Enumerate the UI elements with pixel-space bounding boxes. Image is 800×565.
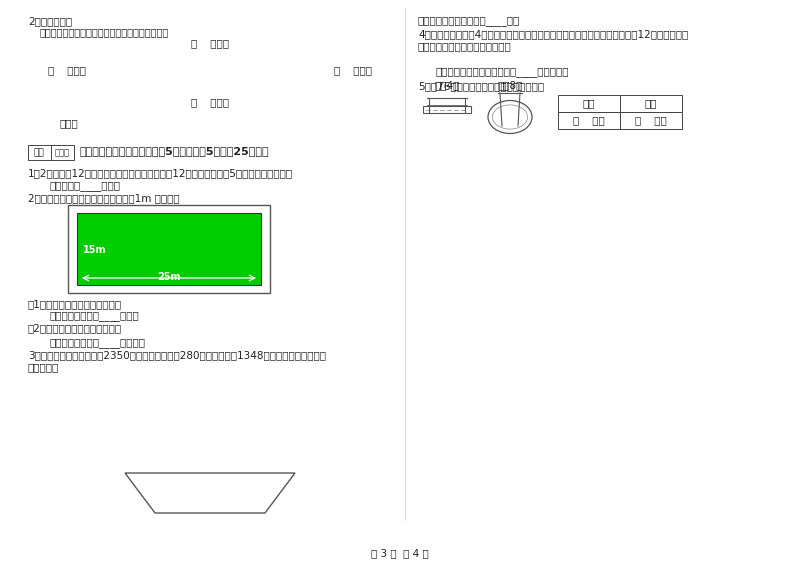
Bar — [620, 95, 682, 112]
Text: 答：一共要____元钱。: 答：一共要____元钱。 — [50, 181, 121, 191]
Text: 每桌8人: 每桌8人 — [498, 80, 522, 90]
Bar — [77, 213, 261, 285]
Text: 答：小华的手工纸比小伟的大____平方厘米。: 答：小华的手工纸比小伟的大____平方厘米。 — [436, 67, 570, 77]
Text: （    ）张: （ ）张 — [573, 115, 605, 125]
Bar — [423, 106, 471, 113]
Text: 圆桌: 圆桌 — [582, 98, 595, 108]
Text: 5．有76位客人用餐，可以怎样安排桌子？: 5．有76位客人用餐，可以怎样安排桌子？ — [418, 81, 544, 91]
Text: 周长：: 周长： — [60, 118, 78, 128]
Text: 六、活用知识，解决问题（共5小题，每题5分，共25分）。: 六、活用知识，解决问题（共5小题，每题5分，共25分）。 — [80, 146, 270, 156]
Text: 得分: 得分 — [34, 148, 44, 157]
Text: （    ）毫米: （ ）毫米 — [334, 65, 372, 75]
Text: 2．动手操作。: 2．动手操作。 — [28, 16, 72, 26]
Text: 每桌4人: 每桌4人 — [434, 80, 460, 90]
Text: 答：现在图书室有故事书____本。: 答：现在图书室有故事书____本。 — [418, 16, 520, 26]
Text: 4．小华有一张边长4分米的手工纸，小伟的一张正方形手工纸边长比小华的短12厘米，小华的: 4．小华有一张边长4分米的手工纸，小伟的一张正方形手工纸边长比小华的短12厘米，… — [418, 29, 688, 39]
Text: 方桌: 方桌 — [645, 98, 658, 108]
Text: 3．学校图书室原有故事书2350本，现在又买来了280本，并借出了1348本，现在图书室有故事: 3．学校图书室原有故事书2350本，现在又买来了280本，并借出了1348本，现… — [28, 350, 326, 360]
Text: 答：小路的面积是____平方米。: 答：小路的面积是____平方米。 — [50, 338, 146, 348]
Bar — [28, 145, 74, 160]
Bar — [68, 205, 270, 293]
Text: （    ）毫米: （ ）毫米 — [48, 65, 86, 75]
Bar — [558, 95, 620, 112]
Text: 2．在一块长方形的花坛四周，铺上宽1m 的小路。: 2．在一块长方形的花坛四周，铺上宽1m 的小路。 — [28, 193, 180, 203]
Text: （2）小路的面积是多少平方米？: （2）小路的面积是多少平方米？ — [28, 323, 122, 333]
Text: （    ）毫米: （ ）毫米 — [191, 97, 229, 107]
Text: 答：花坛的面积是____平方米: 答：花坛的面积是____平方米 — [50, 311, 140, 321]
Bar — [620, 112, 682, 129]
Text: 手工纸比小伟的大多少平方厘米？: 手工纸比小伟的大多少平方厘米？ — [418, 41, 512, 51]
Text: （1）花坛的面积是多少平方米？: （1）花坛的面积是多少平方米？ — [28, 299, 122, 309]
Text: 书多少本？: 书多少本？ — [28, 362, 59, 372]
Text: （    ）张: （ ）张 — [635, 115, 667, 125]
Text: 量出每条边的长度，以毫米为单位，并计算周长。: 量出每条边的长度，以毫米为单位，并计算周长。 — [40, 27, 170, 37]
Bar — [558, 112, 620, 129]
Text: 第 3 页  共 4 页: 第 3 页 共 4 页 — [371, 548, 429, 558]
Text: 评卷人: 评卷人 — [54, 148, 70, 157]
Text: 15m: 15m — [83, 245, 106, 255]
Text: 1．2位老师带12位学生去游乐园玩，成人票每张12元，学生票每张5元，一共要多少钱？: 1．2位老师带12位学生去游乐园玩，成人票每张12元，学生票每张5元，一共要多少… — [28, 168, 293, 178]
Text: （    ）毫米: （ ）毫米 — [191, 38, 229, 48]
Text: 25m: 25m — [158, 272, 181, 282]
